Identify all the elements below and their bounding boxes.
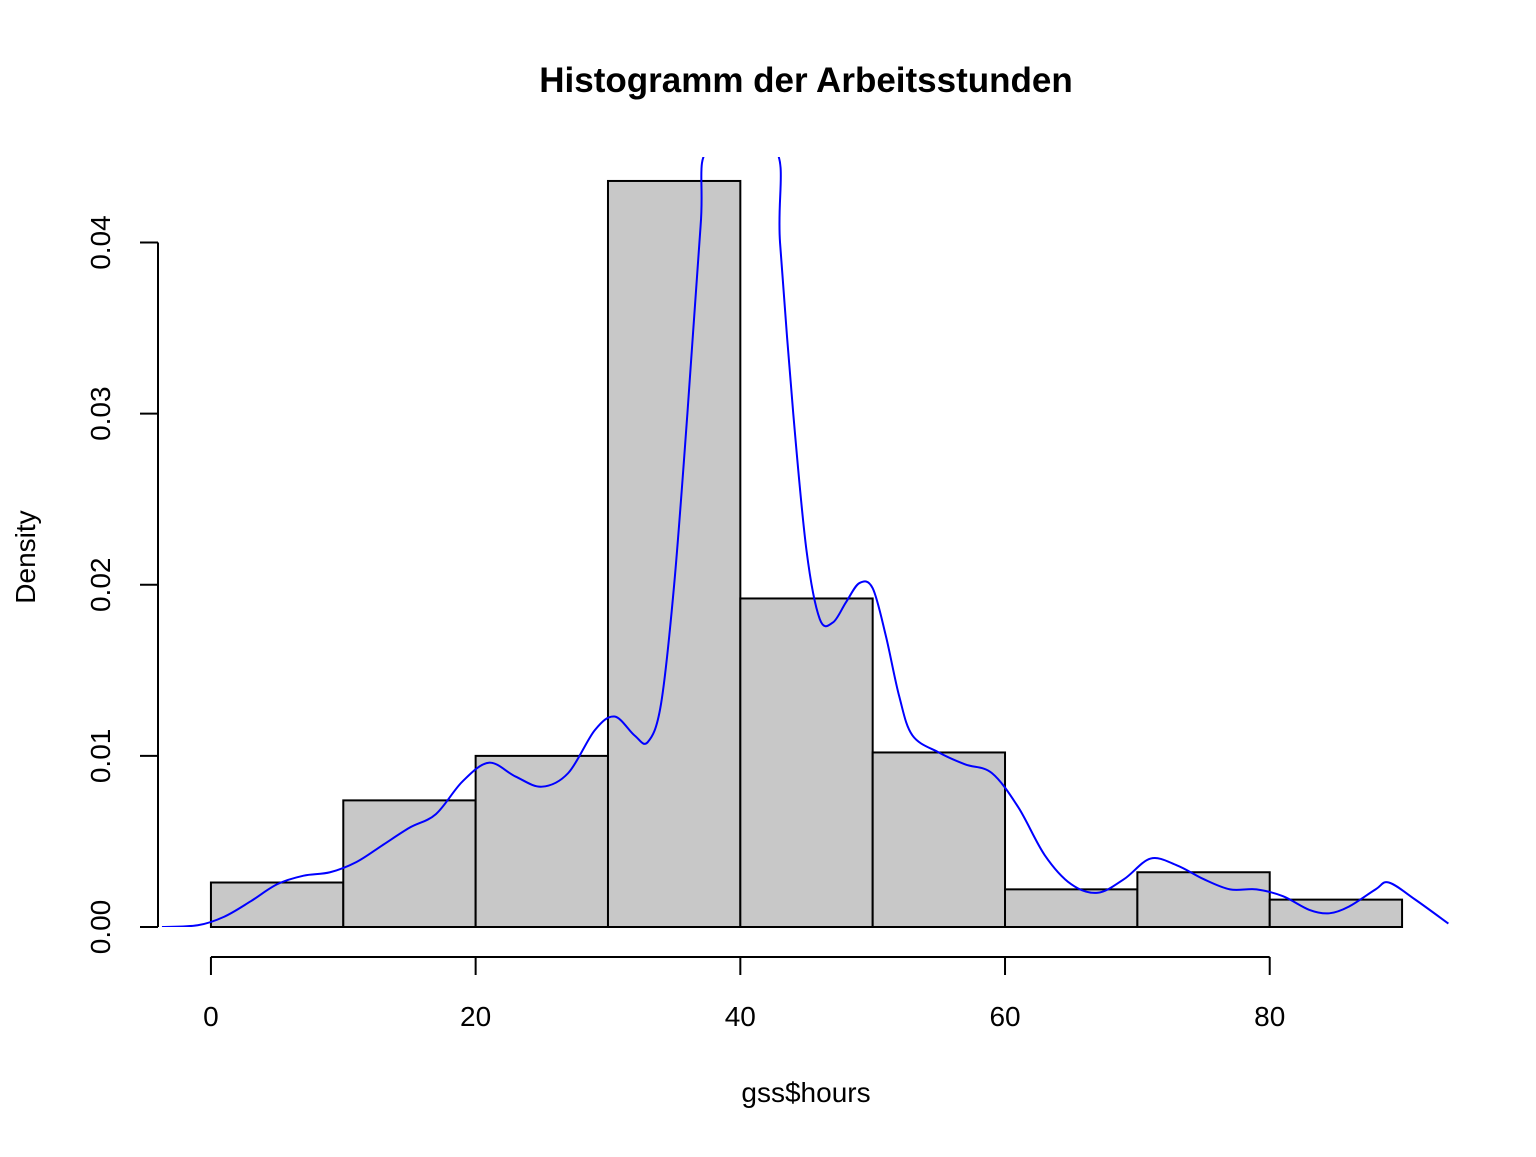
histogram-bar-7 — [1136, 871, 1271, 928]
bars-layer — [209, 179, 1404, 929]
histogram-bar-2 — [474, 754, 609, 929]
histogram-bar-1 — [342, 799, 477, 929]
y-axis-label: Density — [10, 510, 41, 603]
density-curve — [161, 157, 1449, 927]
histogram-bar-6 — [1004, 888, 1139, 928]
histogram-bar-3 — [606, 179, 742, 928]
y-tick-label-4: 0.04 — [85, 215, 116, 269]
x-tick-label-2: 40 — [725, 1001, 756, 1032]
histogram-bar-8 — [1268, 898, 1404, 928]
y-axis: 0.00 0.01 0.02 0.03 0.04 — [85, 215, 159, 955]
chart-title: Histogramm der Arbeitsstunden — [539, 61, 1073, 100]
x-tick-label-1: 20 — [460, 1001, 491, 1032]
density-layer — [161, 157, 1449, 927]
histogram-bar-0 — [209, 881, 345, 928]
x-axis-label: gss$hours — [741, 1077, 870, 1108]
x-tick-label-3: 60 — [989, 1001, 1020, 1032]
histogram-bar-5 — [871, 751, 1007, 929]
x-tick-label-4: 80 — [1254, 1001, 1285, 1032]
y-tick-label-2: 0.02 — [85, 558, 116, 613]
histogram-bar-4 — [739, 597, 874, 928]
y-tick-label-1: 0.01 — [85, 729, 116, 784]
x-tick-label-0: 0 — [203, 1001, 219, 1032]
y-tick-label-0: 0.00 — [85, 900, 116, 955]
y-tick-label-3: 0.03 — [85, 386, 116, 441]
x-axis: 0 20 40 60 80 — [203, 956, 1285, 1032]
